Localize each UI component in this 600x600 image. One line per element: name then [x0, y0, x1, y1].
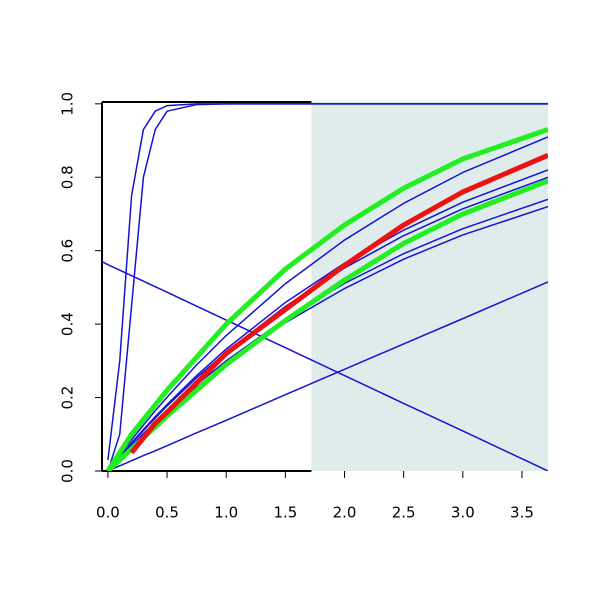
curve: [107, 176, 548, 471]
x-tick-label: 3.0: [451, 504, 475, 522]
y-tick-label: 0.4: [59, 312, 77, 336]
curve: [107, 281, 548, 471]
y-tick-label: 0.0: [59, 459, 77, 483]
shaded-region: [311, 102, 548, 471]
x-tick-label: 2.5: [392, 504, 416, 522]
curve: [105, 127, 548, 471]
curve: [107, 103, 548, 471]
x-tick-label: 0.0: [96, 504, 120, 522]
x-tick-label: 1.5: [273, 504, 297, 522]
x-tick-label: 2.0: [333, 504, 357, 522]
curve: [102, 261, 548, 471]
y-tick-label: 0.8: [59, 165, 77, 189]
y-tick-label: 0.2: [59, 386, 77, 410]
x-tick-label: 1.0: [214, 504, 238, 522]
y-tick-label: 1.0: [59, 92, 77, 116]
curve: [107, 136, 548, 471]
y-tick-label: 0.6: [59, 239, 77, 263]
x-tick-label: 3.5: [510, 504, 534, 522]
x-tick-label: 0.5: [155, 504, 179, 522]
curve: [129, 152, 548, 455]
